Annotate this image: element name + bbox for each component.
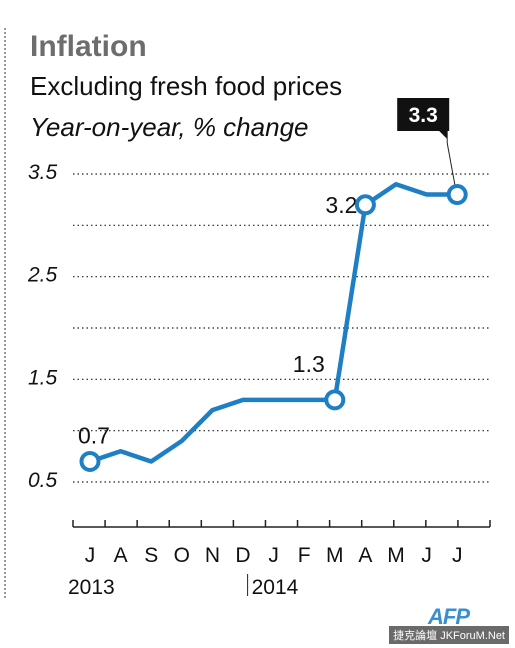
x-tick-label: M: [326, 544, 344, 567]
x-tick-label: A: [358, 544, 372, 567]
page-edge-dotted-line: [4, 28, 6, 598]
data-point-marker: [324, 389, 346, 411]
x-tick-label: D: [235, 544, 250, 567]
x-tick-label: S: [144, 544, 158, 567]
x-tick-label: J: [452, 544, 463, 567]
data-point-marker: [79, 450, 101, 472]
data-point-marker: [354, 194, 376, 216]
data-label-highlight: 3.3: [409, 104, 438, 127]
data-label: 1.3: [293, 351, 325, 377]
year-label: 2013: [68, 576, 115, 599]
x-tick-label: M: [387, 544, 405, 567]
data-label: 0.7: [78, 422, 110, 448]
x-tick-label: F: [298, 544, 311, 567]
afp-logo: AFP: [428, 604, 470, 629]
chart-subtitle-units: Year-on-year, % change: [30, 112, 309, 142]
series-line: [87, 182, 460, 464]
x-tick-label: A: [114, 544, 128, 567]
y-tick-label: 0.5: [28, 469, 58, 492]
x-tick-label: J: [421, 544, 432, 567]
highlight-connector: [446, 142, 456, 187]
data-label: 3.2: [325, 192, 357, 218]
data-point-marker: [446, 184, 468, 206]
x-tick-label: O: [174, 544, 190, 567]
watermark: 捷克論壇 JKForuM.Net: [389, 626, 509, 644]
y-tick-label: 2.5: [27, 264, 58, 287]
y-tick-label: 3.5: [28, 161, 58, 184]
chart-title: Inflation: [30, 30, 147, 63]
highlight-label-box: [397, 98, 450, 131]
x-tick-label: N: [205, 544, 220, 567]
chart-subtitle: Excluding fresh food prices: [30, 71, 343, 101]
highlight-label-pointer: [439, 131, 448, 139]
x-tick-label: J: [85, 544, 96, 567]
y-tick-label: 1.5: [28, 366, 58, 389]
year-label: 2014: [252, 576, 299, 599]
x-tick-label: J: [268, 544, 279, 567]
